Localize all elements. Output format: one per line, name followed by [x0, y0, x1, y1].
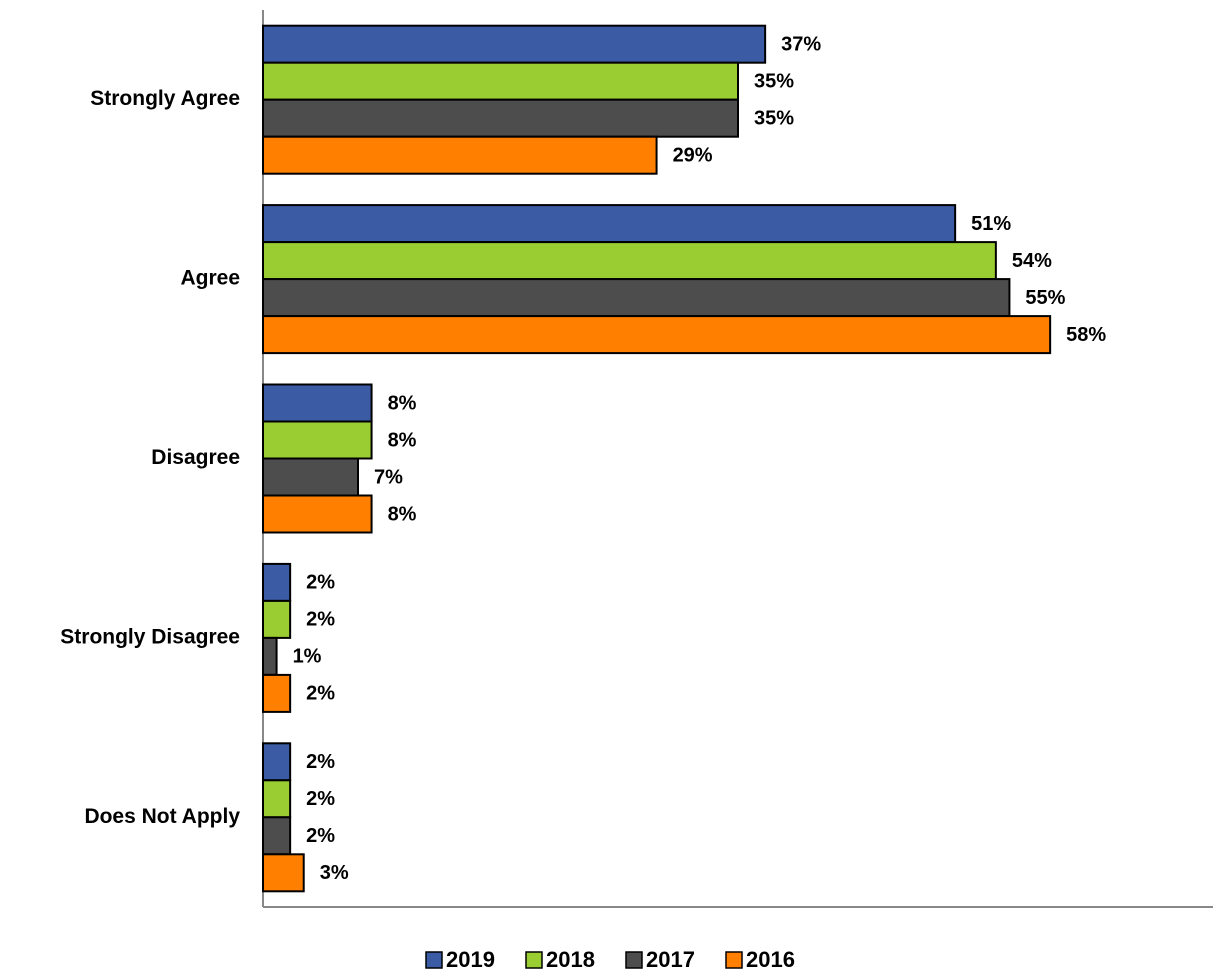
bar: [262, 420, 373, 460]
bar: [262, 562, 292, 602]
value-label: 2%: [306, 683, 335, 705]
value-label: 8%: [388, 392, 417, 414]
bar: [262, 24, 767, 64]
bar: [262, 779, 292, 819]
bar: [262, 636, 278, 676]
category-label: Strongly Disagree: [60, 625, 240, 648]
bar: [262, 816, 292, 856]
value-label: 7%: [374, 466, 403, 488]
legend-swatch: [725, 951, 743, 969]
legend-label: 2017: [646, 947, 695, 972]
value-label: 2%: [306, 825, 335, 847]
value-label: 2%: [306, 609, 335, 631]
value-label: 1%: [293, 646, 322, 668]
value-label: 58%: [1066, 324, 1106, 346]
bar: [262, 204, 957, 244]
legend-swatch: [525, 951, 543, 969]
bar: [262, 61, 739, 101]
bar: [262, 673, 292, 713]
category-label: Agree: [180, 267, 240, 290]
value-label: 35%: [754, 107, 794, 129]
legend-label: 2016: [746, 947, 795, 972]
value-label: 37%: [781, 33, 821, 55]
category-label: Strongly Agree: [90, 87, 240, 110]
value-label: 55%: [1025, 287, 1065, 309]
value-label: 8%: [388, 429, 417, 451]
value-label: 51%: [971, 213, 1011, 235]
bar: [262, 383, 373, 423]
value-label: 54%: [1012, 250, 1052, 272]
legend-label: 2019: [446, 947, 495, 972]
legend-label: 2018: [546, 947, 595, 972]
value-label: 2%: [306, 572, 335, 594]
bar: [262, 599, 292, 639]
bar: [262, 742, 292, 782]
value-label: 2%: [306, 751, 335, 773]
legend-swatch: [425, 951, 443, 969]
legend-swatch: [625, 951, 643, 969]
value-label: 2%: [306, 788, 335, 810]
category-label: Disagree: [151, 446, 240, 469]
value-label: 8%: [388, 503, 417, 525]
value-label: 29%: [673, 144, 713, 166]
bar: [262, 135, 658, 175]
bar: [262, 241, 997, 281]
value-label: 35%: [754, 70, 794, 92]
value-label: 3%: [320, 862, 349, 884]
bar: [262, 853, 305, 893]
category-label: Does Not Apply: [84, 805, 240, 828]
bar: [262, 315, 1052, 355]
bar: [262, 98, 739, 138]
bar: [262, 457, 359, 497]
bar: [262, 278, 1011, 318]
bar: [262, 494, 373, 534]
